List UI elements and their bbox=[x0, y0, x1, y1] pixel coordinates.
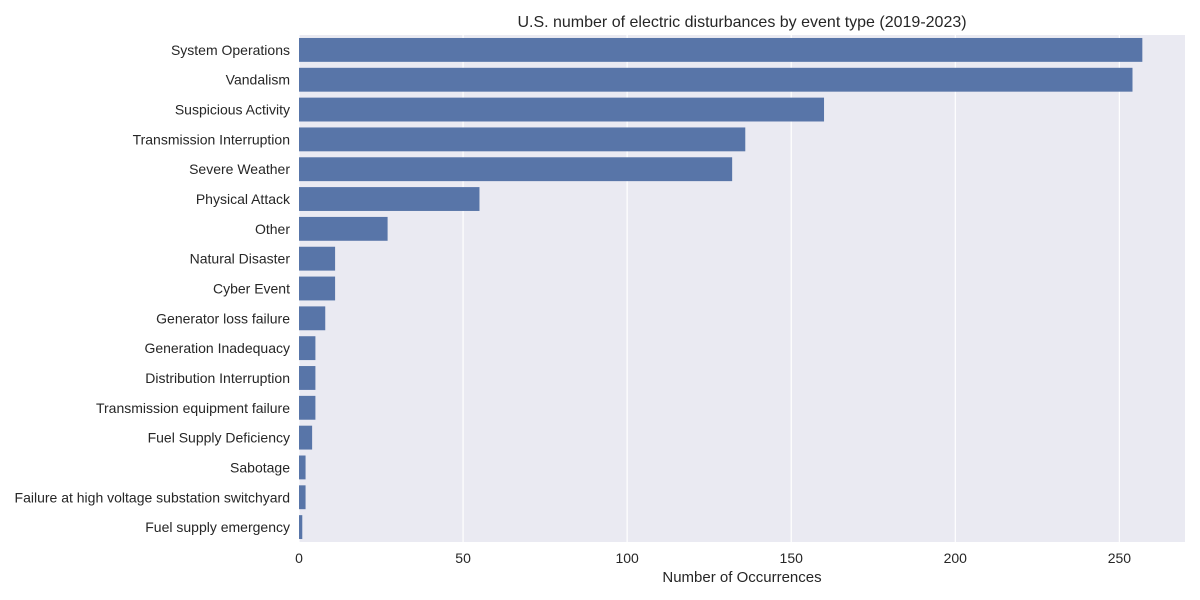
bar bbox=[299, 246, 336, 271]
x-tick-label: 100 bbox=[615, 550, 639, 566]
chart-title: U.S. number of electric disturbances by … bbox=[517, 14, 966, 31]
y-tick-label: Transmission Interruption bbox=[133, 131, 290, 147]
bar bbox=[299, 395, 316, 420]
x-tick-label: 0 bbox=[295, 550, 303, 566]
x-tick-label: 250 bbox=[1108, 550, 1132, 566]
bar bbox=[299, 515, 303, 540]
bars bbox=[299, 37, 1143, 540]
bar bbox=[299, 306, 326, 331]
bar bbox=[299, 336, 316, 361]
y-tick-label: System Operations bbox=[171, 42, 290, 58]
y-tick-label: Sabotage bbox=[230, 459, 290, 475]
y-tick-label: Vandalism bbox=[226, 72, 290, 88]
x-tick-label: 150 bbox=[780, 550, 804, 566]
bar bbox=[299, 97, 825, 122]
x-axis-label: Number of Occurrences bbox=[662, 569, 821, 586]
y-tick-label: Distribution Interruption bbox=[145, 370, 290, 386]
y-tick-label: Cyber Event bbox=[213, 281, 290, 297]
x-tick-label: 200 bbox=[944, 550, 968, 566]
y-tick-label: Generation Inadequacy bbox=[144, 340, 290, 356]
bar bbox=[299, 157, 733, 182]
y-tick-label: Severe Weather bbox=[189, 161, 290, 177]
y-tick-label: Failure at high voltage substation switc… bbox=[15, 489, 290, 505]
x-tick-labels: 0 50 100 150 200 250 bbox=[295, 550, 1131, 566]
y-tick-label: Fuel Supply Deficiency bbox=[148, 430, 290, 446]
y-tick-label: Natural Disaster bbox=[190, 251, 291, 267]
y-tick-label: Other bbox=[255, 221, 290, 237]
y-tick-label: Fuel supply emergency bbox=[145, 519, 290, 535]
bar bbox=[299, 216, 388, 241]
y-tick-labels: System Operations Vandalism Suspicious Act… bbox=[15, 42, 291, 535]
y-tick-label: Suspicious Activity bbox=[175, 102, 290, 118]
bar bbox=[299, 366, 316, 390]
bar bbox=[299, 187, 480, 211]
bar bbox=[299, 127, 746, 152]
y-tick-label: Transmission equipment failure bbox=[96, 400, 290, 416]
bar bbox=[299, 276, 336, 301]
bar bbox=[299, 425, 313, 450]
bar bbox=[299, 67, 1133, 92]
bar bbox=[299, 455, 306, 480]
bar bbox=[299, 485, 306, 510]
bar bbox=[299, 37, 1143, 62]
y-tick-label: Generator loss failure bbox=[156, 310, 290, 326]
y-tick-label: Physical Attack bbox=[196, 191, 291, 207]
x-tick-label: 50 bbox=[455, 550, 471, 566]
